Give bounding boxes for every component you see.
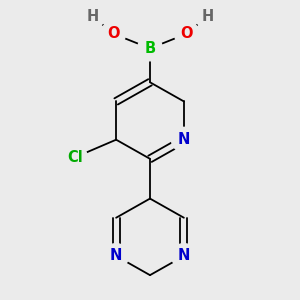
- Text: H: H: [86, 8, 99, 23]
- Text: B: B: [144, 41, 156, 56]
- Circle shape: [172, 127, 196, 152]
- Circle shape: [80, 4, 105, 29]
- Text: O: O: [107, 26, 119, 41]
- Text: O: O: [181, 26, 193, 41]
- Text: H: H: [201, 8, 214, 23]
- Circle shape: [62, 145, 87, 170]
- Circle shape: [174, 21, 199, 46]
- Circle shape: [195, 4, 220, 29]
- Text: N: N: [110, 248, 122, 263]
- Circle shape: [101, 21, 126, 46]
- Text: N: N: [178, 132, 190, 147]
- Text: N: N: [178, 248, 190, 263]
- Circle shape: [104, 244, 128, 268]
- Text: Cl: Cl: [67, 150, 83, 165]
- Circle shape: [138, 36, 162, 61]
- Circle shape: [172, 244, 196, 268]
